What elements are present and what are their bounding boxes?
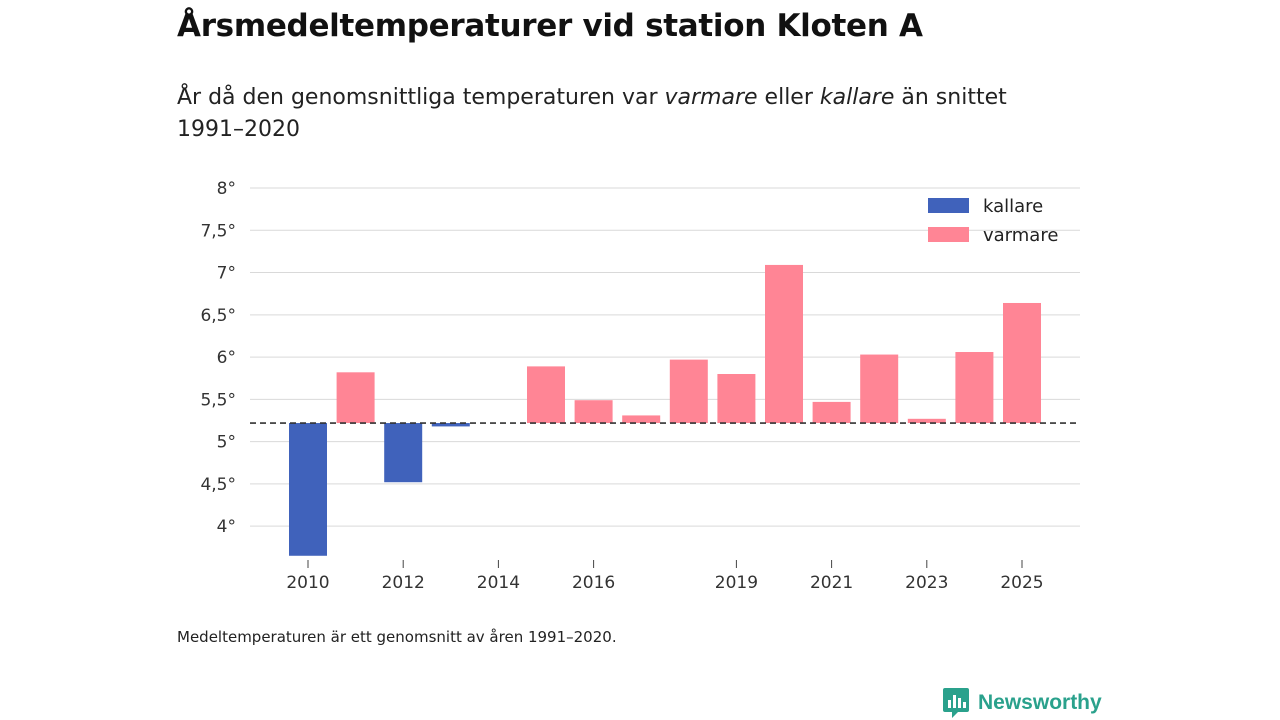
bar-2013 [431, 423, 470, 427]
bar-chart: 4°4,5°5°5,5°6°6,5°7°7,5°8° 2010 2012 2014 2… [200, 179, 1080, 593]
subtitle-text-3: än snittet 1991–2020 [177, 85, 1007, 142]
bar-2010 [289, 423, 327, 556]
subtitle-emphasis-colder: kallare [819, 85, 895, 110]
y-tick-label: 8° [217, 179, 236, 199]
brand-name: Newsworthy [978, 691, 1102, 714]
x-tick-label: 2014 [477, 573, 520, 593]
bar-2011 [336, 372, 375, 424]
y-axis: 4° 4,5° 5° 5,5° 6° 6,5° 7° 7,5° 8° [200, 179, 236, 537]
x-tick-label: 2010 [286, 573, 329, 593]
x-axis: 2010 2012 2014 2016 2019 2021 2023 2025 [286, 560, 1044, 593]
bar-2020 [765, 264, 803, 424]
legend-label-kallare: kallare [983, 196, 1043, 217]
x-tick-label: 2019 [715, 573, 758, 593]
y-tick-label: 7,5° [200, 221, 236, 241]
y-tick-label: 6° [217, 348, 236, 368]
bar-2025 [1003, 302, 1041, 424]
subtitle-text-1: År då den genomsnittliga temperaturen va… [177, 85, 665, 110]
bar-2019 [717, 374, 756, 424]
bar-2012 [384, 423, 423, 483]
x-tick-label: 2025 [1000, 573, 1043, 593]
bar-2021 [812, 401, 851, 424]
y-tick-label: 4° [217, 517, 236, 537]
subtitle-emphasis-warmer: varmare [664, 85, 758, 110]
newsworthy-logo[interactable]: Newsworthy [942, 686, 1102, 720]
chart-title: Årsmedeltemperaturer vid station Kloten … [177, 8, 923, 44]
legend-label-varmare: varmare [983, 225, 1058, 246]
bar-2022 [860, 354, 899, 424]
bar-2015 [527, 366, 565, 424]
bar-2017 [622, 415, 661, 424]
x-tick-label: 2012 [382, 573, 425, 593]
bars [289, 264, 1041, 556]
bar-2023 [907, 418, 946, 424]
x-tick-label: 2021 [810, 573, 853, 593]
y-tick-label: 7° [217, 264, 236, 284]
x-tick-label: 2023 [905, 573, 948, 593]
bar-2024 [955, 352, 994, 424]
footnote: Medeltemperaturen är ett genomsnitt av å… [177, 628, 617, 646]
y-tick-label: 5° [217, 433, 236, 453]
legend-swatch-kallare [928, 198, 969, 213]
legend: kallare varmare [928, 196, 1058, 246]
chart-subtitle: År då den genomsnittliga temperaturen va… [177, 82, 1057, 146]
y-tick-label: 5,5° [200, 390, 236, 410]
newsworthy-logo-icon [943, 688, 969, 718]
subtitle-text-2: eller [757, 85, 820, 110]
y-tick-label: 6,5° [200, 306, 236, 326]
bar-2018 [669, 359, 708, 424]
bar-2016 [574, 400, 613, 424]
legend-swatch-varmare [928, 227, 969, 242]
y-tick-label: 4,5° [200, 475, 236, 495]
x-tick-label: 2016 [572, 573, 615, 593]
